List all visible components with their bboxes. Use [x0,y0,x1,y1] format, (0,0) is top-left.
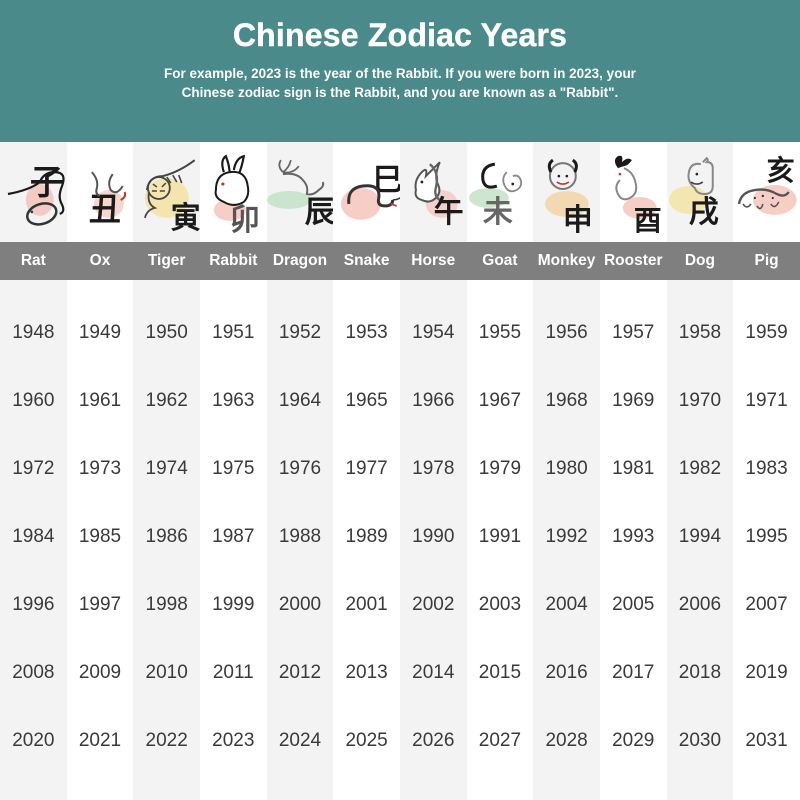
svg-text:卯: 卯 [230,204,260,237]
svg-text:未: 未 [483,196,513,229]
svg-text:酉: 酉 [634,205,662,236]
svg-text:申: 申 [563,204,593,237]
svg-text:丑: 丑 [89,191,121,227]
svg-text:寅: 寅 [171,201,200,235]
svg-text:巳: 巳 [373,164,400,197]
svg-text:亥: 亥 [767,154,795,186]
svg-text:戌: 戌 [688,196,718,229]
svg-text:辰: 辰 [304,196,333,229]
svg-text:午: 午 [434,196,464,229]
